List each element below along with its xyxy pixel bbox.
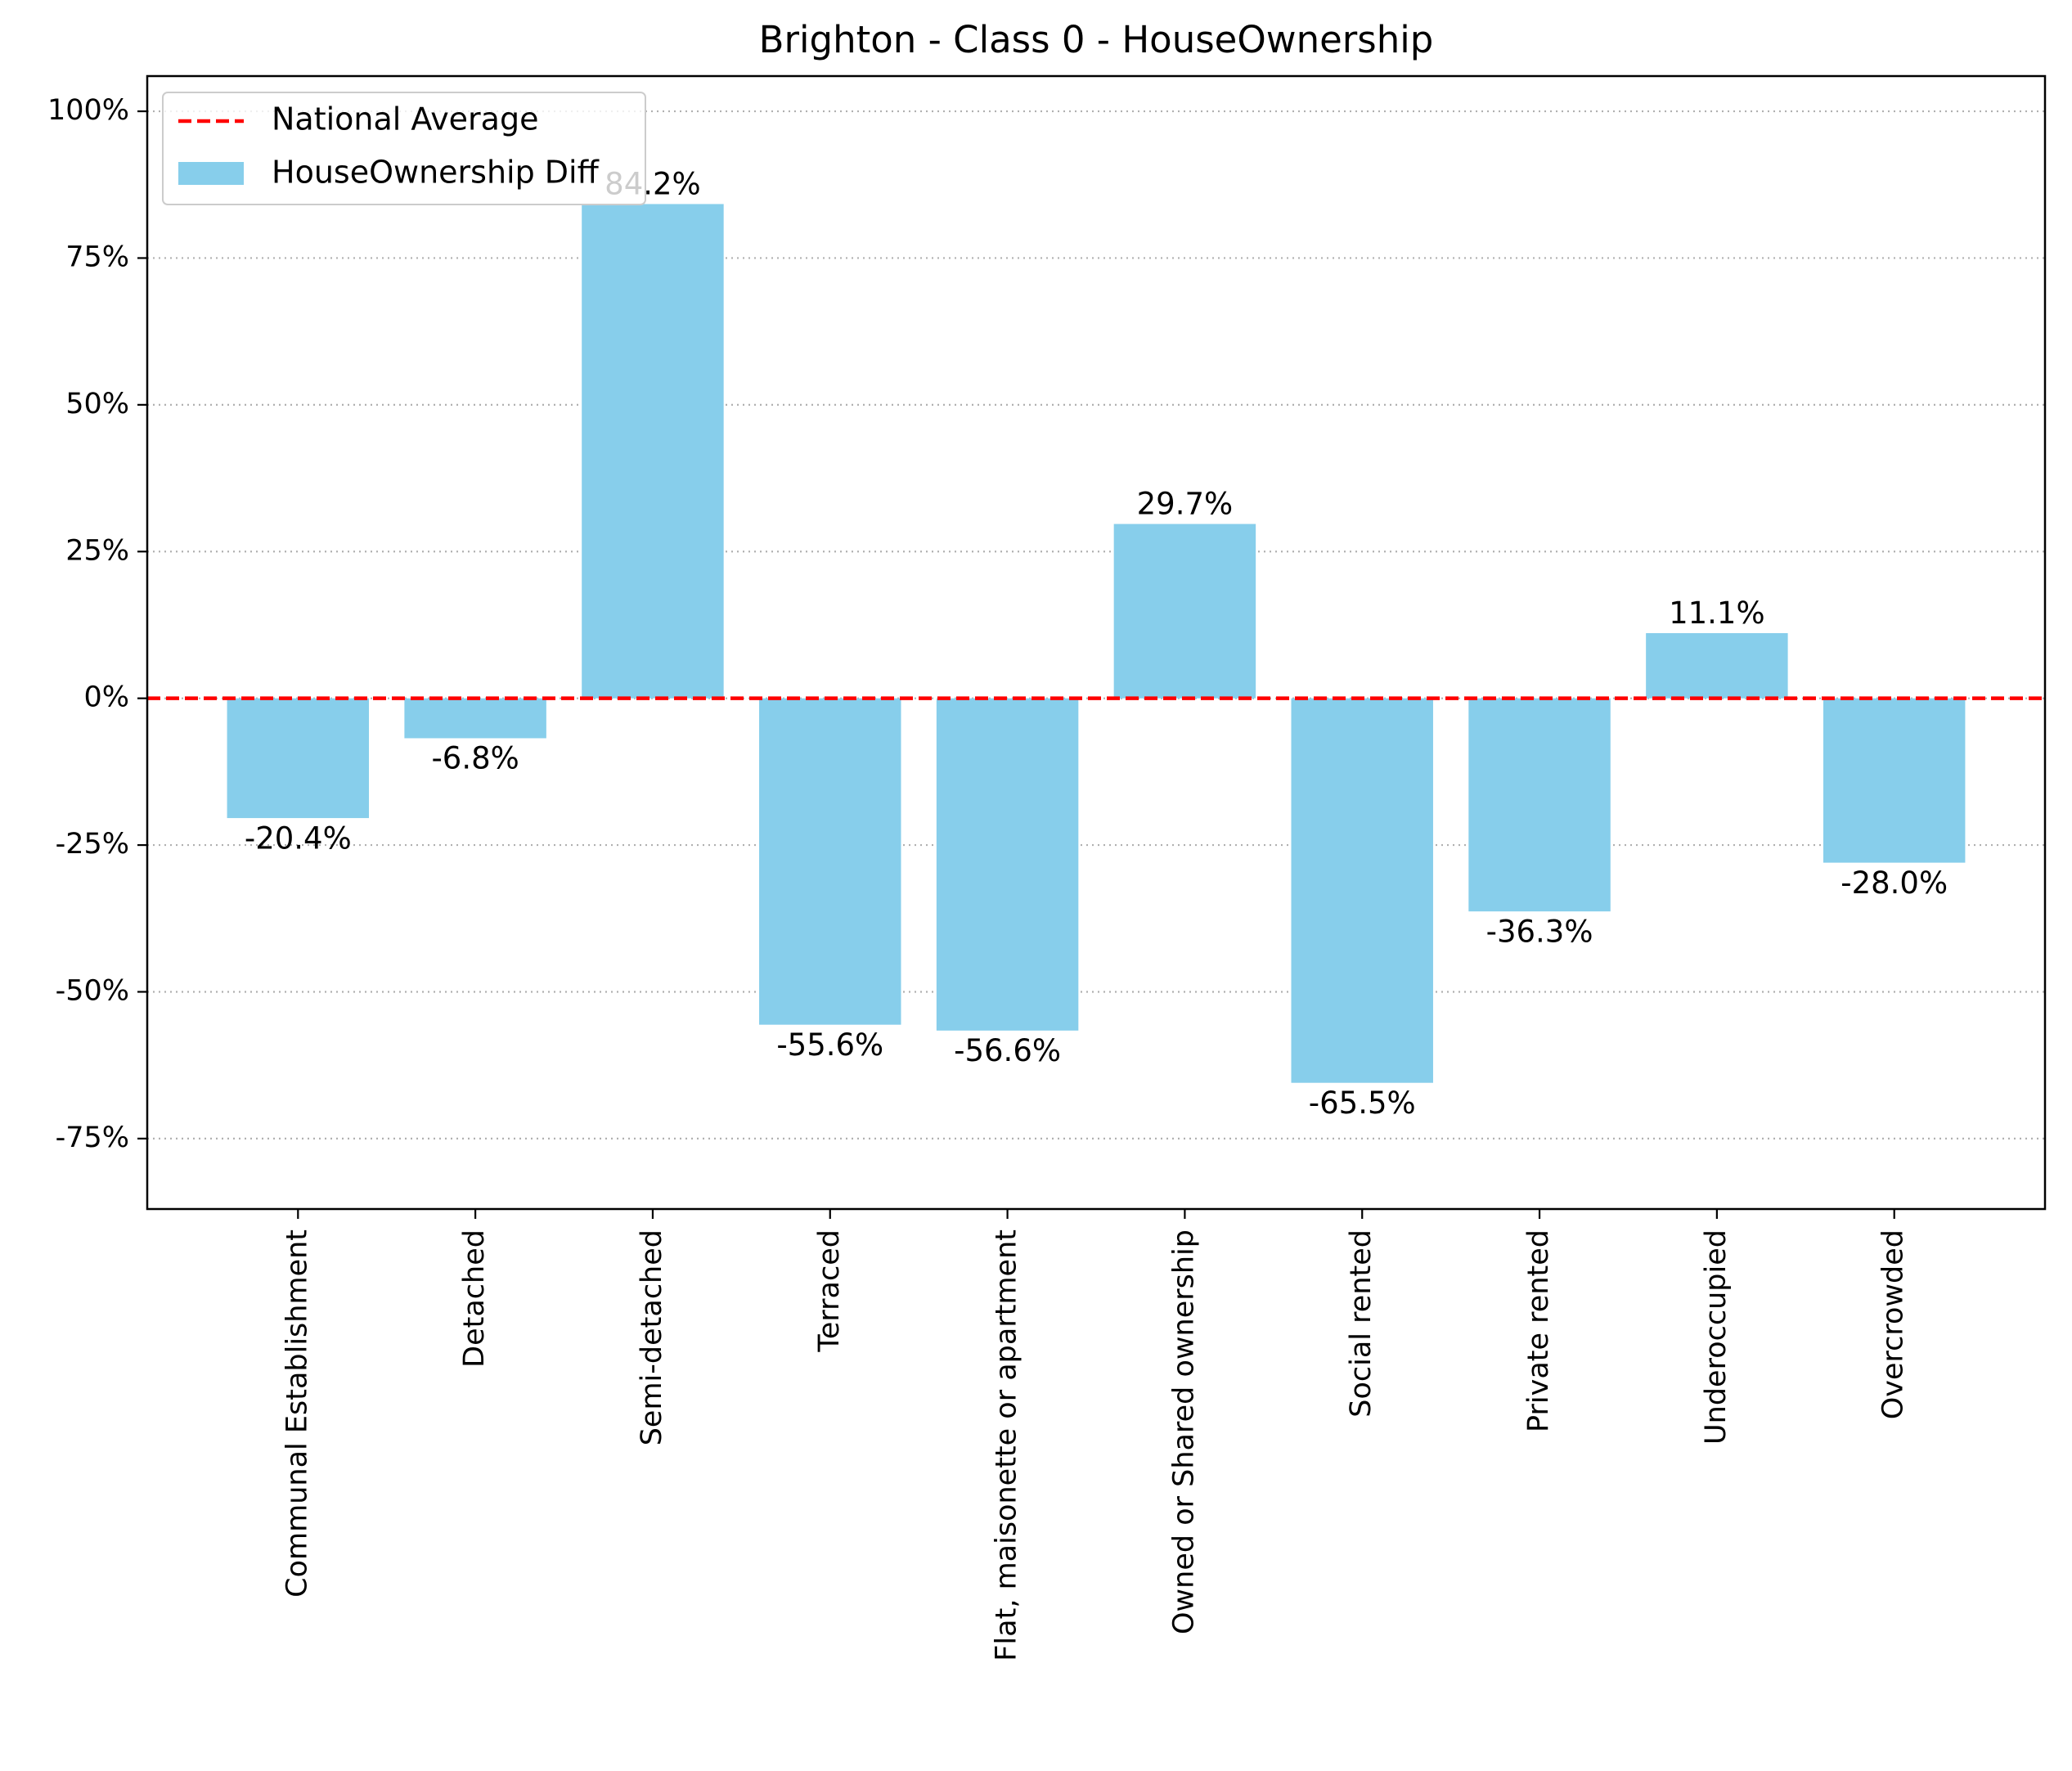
x-tick-label: Social rented — [1345, 1229, 1378, 1418]
legend-label-houseownership-diff: HouseOwnership Diff — [272, 155, 600, 191]
data-label: 29.7% — [1137, 487, 1234, 522]
data-label: -36.3% — [1486, 914, 1593, 949]
y-tick-label: -75% — [56, 1121, 129, 1154]
y-tick-label: -50% — [56, 974, 129, 1007]
data-labels: -20.4%-6.8%84.2%-55.6% -56.6%29.7%-65.5%-… — [245, 166, 1948, 1120]
x-tick-label: Owned or Shared ownership — [1167, 1229, 1200, 1634]
legend: National Average HouseOwnership Diff — [162, 92, 646, 205]
data-label: -20.4% — [245, 820, 352, 856]
y-axis: -75% -50% -25% 0% 25% 50% 75% 100% — [47, 94, 147, 1154]
bar — [227, 698, 370, 819]
bar — [582, 204, 724, 699]
data-label: -6.8% — [431, 741, 519, 776]
data-label: -55.6% — [776, 1027, 883, 1063]
chart-title: Brighton - Class 0 - HouseOwnership — [759, 18, 1434, 61]
data-label: -65.5% — [1309, 1086, 1416, 1121]
x-tick-label: Underoccupied — [1700, 1229, 1733, 1445]
y-tick-label: 100% — [47, 94, 129, 127]
x-tick-label: Semi-detached — [636, 1229, 668, 1445]
x-tick-label: Private rented — [1522, 1229, 1555, 1432]
bar — [1823, 698, 1966, 863]
x-tick-label: Terraced — [813, 1229, 846, 1353]
bar — [759, 698, 901, 1025]
y-tick-label: 25% — [65, 534, 129, 567]
data-label: 11.1% — [1669, 596, 1765, 631]
bar — [1113, 524, 1256, 699]
y-tick-label: -25% — [56, 828, 129, 861]
bar — [404, 698, 546, 739]
data-label: -28.0% — [1841, 865, 1948, 901]
y-tick-label: 50% — [65, 388, 129, 420]
x-axis: Communal Establishment Detached Semi-detac… — [281, 1209, 1910, 1661]
bar — [1468, 698, 1611, 912]
legend-label-national-average: National Average — [272, 101, 538, 137]
bar — [1291, 698, 1433, 1083]
bar — [1646, 633, 1788, 699]
data-label: -56.6% — [954, 1033, 1061, 1068]
plot-frame — [146, 74, 2047, 1211]
x-tick-label: Flat, maisonette or apartment — [991, 1229, 1023, 1661]
x-tick-label: Detached — [458, 1229, 491, 1368]
bar — [936, 698, 1079, 1031]
legend-swatch-bar — [178, 162, 244, 185]
x-tick-label: Overcrowded — [1877, 1229, 1910, 1419]
y-tick-label: 0% — [83, 681, 129, 714]
bars — [227, 204, 1966, 1083]
y-tick-label: 75% — [65, 240, 129, 273]
x-tick-label: Communal Establishment — [281, 1229, 313, 1598]
legend-box — [162, 92, 646, 205]
